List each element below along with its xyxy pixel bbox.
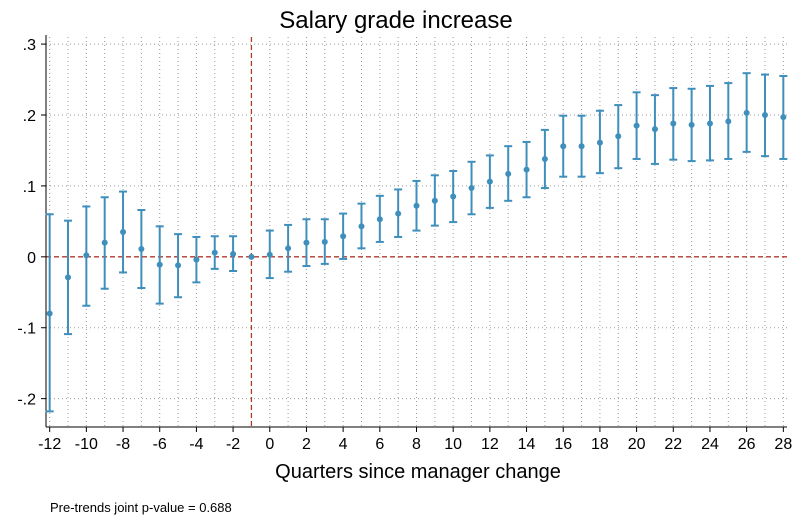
data-point <box>321 238 328 245</box>
data-point <box>468 185 475 192</box>
x-tick-label: 6 <box>375 436 384 453</box>
data-point <box>65 274 72 281</box>
gridlines <box>46 37 787 427</box>
x-tick-label: 0 <box>265 436 274 453</box>
x-tick-label: 16 <box>554 436 572 453</box>
y-tick-label: 0 <box>27 250 36 267</box>
y-axis-ticks: -.2 -.1 0 .1 .2 .3 <box>17 37 46 409</box>
data-point <box>596 139 603 146</box>
pre-trends-note: Pre-trends joint p-value = 0.688 <box>50 500 232 515</box>
x-tick-label: -2 <box>226 436 240 453</box>
data-point <box>211 249 218 256</box>
x-tick-label: 20 <box>628 436 646 453</box>
data-point <box>486 178 493 185</box>
data-point <box>120 229 127 235</box>
y-tick-label: .3 <box>23 37 36 54</box>
data-point <box>670 120 677 127</box>
x-tick-label: 12 <box>481 436 499 453</box>
x-tick-label: 2 <box>302 436 311 453</box>
x-tick-label: 8 <box>412 436 421 453</box>
data-point <box>431 197 438 204</box>
data-point <box>651 126 658 133</box>
x-tick-label: -10 <box>75 436 98 453</box>
data-point <box>761 112 768 118</box>
data-point <box>450 193 457 200</box>
reference-lines <box>46 37 787 427</box>
data-series <box>45 72 788 413</box>
data-point <box>138 246 145 253</box>
data-point <box>523 166 530 173</box>
x-tick-label: 26 <box>738 436 756 453</box>
data-point <box>358 223 365 230</box>
data-point <box>780 114 787 121</box>
data-point <box>175 262 182 269</box>
data-point <box>743 109 750 116</box>
chart-title: Salary grade increase <box>279 7 512 34</box>
x-axis-ticks: -12 -10 -8 -6 -4 -2 0 2 4 6 8 10 12 14 16 18 20 22 24 26 28 <box>38 427 792 453</box>
x-tick-label: 22 <box>664 436 682 453</box>
data-point <box>688 121 695 128</box>
data-point <box>248 253 255 260</box>
data-point <box>633 122 640 129</box>
x-tick-label: 18 <box>591 436 609 453</box>
data-point <box>101 239 108 246</box>
data-point <box>505 170 512 177</box>
y-tick-label: -.1 <box>17 321 36 338</box>
x-tick-label: 28 <box>774 436 792 453</box>
data-point <box>303 239 310 246</box>
data-point <box>615 133 622 140</box>
data-point <box>156 261 163 268</box>
data-point <box>560 143 567 150</box>
data-point <box>340 233 347 240</box>
data-point <box>725 118 732 125</box>
x-tick-label: -6 <box>153 436 167 453</box>
x-tick-label: -4 <box>189 436 203 453</box>
data-point <box>413 202 420 209</box>
data-point <box>395 210 402 217</box>
y-tick-label: .2 <box>23 108 36 125</box>
data-point <box>376 216 383 223</box>
data-point <box>266 251 273 258</box>
data-point <box>285 245 292 252</box>
x-tick-label: 4 <box>339 436 348 453</box>
x-tick-label: 10 <box>444 436 462 453</box>
y-tick-label: .1 <box>23 179 36 196</box>
x-tick-label: 14 <box>518 436 536 453</box>
data-point <box>193 256 200 263</box>
x-axis-label: Quarters since manager change <box>275 461 561 483</box>
x-tick-label: -12 <box>38 436 61 453</box>
data-point <box>46 310 53 317</box>
data-point <box>706 120 713 127</box>
data-point <box>541 155 548 162</box>
data-point <box>230 250 237 257</box>
x-tick-label: 24 <box>701 436 719 453</box>
data-point <box>578 143 585 150</box>
y-tick-label: -.2 <box>17 392 36 409</box>
data-point <box>83 252 90 259</box>
x-tick-label: -8 <box>116 436 130 453</box>
